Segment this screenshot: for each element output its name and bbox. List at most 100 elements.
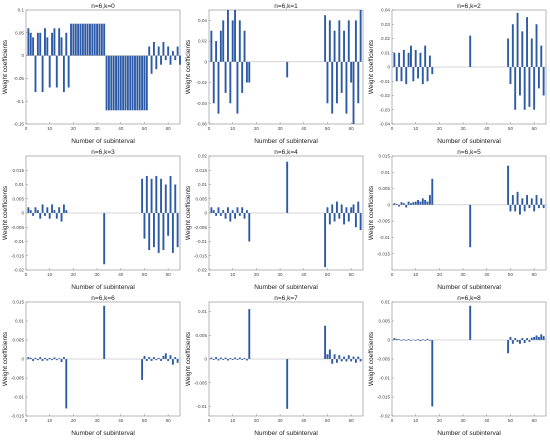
bar	[408, 53, 410, 67]
bar	[144, 213, 146, 239]
y-axis-label: Weight coefficients	[185, 331, 192, 386]
y-tick-label: 0	[204, 357, 207, 362]
bar	[244, 31, 246, 62]
bar	[246, 359, 248, 360]
bar	[329, 350, 331, 360]
y-tick-label: -0.1	[16, 99, 24, 104]
y-tick-label: 0.03	[381, 22, 390, 27]
bar	[125, 56, 127, 111]
bar	[343, 213, 345, 224]
bar	[39, 33, 41, 56]
bar	[531, 338, 533, 340]
bar	[236, 62, 238, 114]
bar	[393, 338, 395, 340]
bar	[49, 56, 51, 88]
bar	[115, 56, 117, 111]
bar	[393, 53, 395, 67]
bar	[519, 205, 521, 215]
bar	[528, 205, 530, 208]
bar	[507, 39, 509, 68]
bar	[170, 176, 172, 213]
bar	[148, 213, 150, 250]
x-axis-label: Number of subinterval	[437, 430, 501, 437]
bar	[521, 31, 523, 67]
bar	[524, 340, 526, 343]
y-tick-label: -0.03	[380, 107, 391, 112]
bar	[331, 359, 333, 364]
chart-title: n=6,k=7	[274, 295, 298, 302]
bar	[327, 207, 329, 213]
x-tick-label: 20	[71, 126, 77, 131]
chart-title: n=6,k=3	[91, 149, 115, 156]
y-axis-label: Weight coefficients	[368, 39, 375, 94]
x-tick-label: 30	[278, 418, 284, 423]
bar	[405, 67, 407, 84]
bar	[87, 24, 89, 56]
plot-frame	[392, 156, 546, 270]
y-tick-label: 0.01	[381, 300, 390, 305]
bar	[357, 62, 359, 103]
bar	[103, 213, 105, 264]
y-tick-label: -0.015	[11, 253, 24, 258]
y-tick-label: -0.02	[380, 93, 391, 98]
bar	[167, 46, 169, 55]
bar	[136, 56, 138, 111]
bar	[353, 357, 355, 359]
bar	[39, 213, 41, 219]
bar	[65, 33, 67, 56]
bar	[540, 46, 542, 67]
bar	[517, 13, 519, 67]
x-tick-label: 60	[532, 272, 538, 277]
bar	[531, 198, 533, 205]
y-tick-label: -0.005	[194, 225, 207, 230]
bar	[32, 37, 34, 55]
bar	[148, 357, 150, 359]
bar	[30, 210, 32, 213]
x-tick-label: 40	[484, 126, 490, 131]
bar	[417, 200, 419, 205]
y-tick-label: 0.04	[381, 8, 390, 13]
bar	[431, 340, 433, 407]
bar	[524, 67, 526, 110]
x-tick-label: 50	[508, 272, 514, 277]
bar	[56, 56, 58, 88]
bar	[507, 340, 509, 353]
bar	[53, 28, 55, 55]
y-tick-label: 0.01	[198, 309, 207, 314]
bar	[239, 358, 241, 359]
y-tick-label: -0.01	[197, 404, 208, 409]
y-tick-label: -0.015	[377, 395, 390, 400]
bar	[286, 62, 288, 78]
bar	[536, 24, 538, 67]
bar	[543, 205, 545, 208]
y-tick-label: 0.005	[13, 196, 25, 201]
x-tick-label: 30	[95, 272, 101, 277]
bar	[58, 207, 60, 213]
y-axis-label: Weight coefficients	[185, 185, 192, 240]
bar	[46, 207, 48, 213]
bar	[158, 46, 160, 55]
x-tick-label: 10	[47, 126, 53, 131]
x-axis-label: Number of subinterval	[71, 138, 135, 145]
plot-frame	[392, 302, 546, 416]
bar	[324, 326, 326, 359]
x-tick-label: 60	[166, 418, 172, 423]
bar	[35, 207, 37, 213]
bar	[234, 10, 236, 62]
y-tick-label: -0.005	[377, 219, 390, 224]
bar	[401, 202, 403, 205]
bar	[348, 355, 350, 359]
bar	[246, 62, 248, 83]
bar	[35, 56, 37, 92]
bar	[345, 359, 347, 361]
bar	[526, 17, 528, 67]
bar	[521, 198, 523, 205]
bar	[162, 42, 164, 56]
y-tick-label: 0.01	[15, 182, 24, 187]
bar	[127, 56, 129, 111]
bar	[94, 24, 96, 56]
